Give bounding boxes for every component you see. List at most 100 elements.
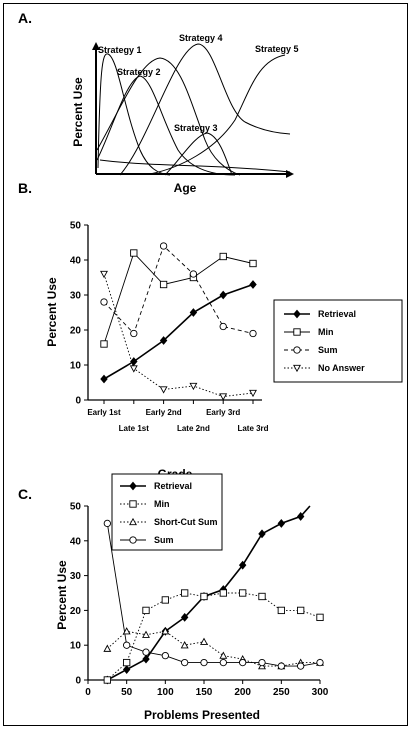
panel-b-point-2-2	[159, 242, 168, 250]
strategy-3-curve	[164, 132, 233, 176]
panel-c-point-1-2	[142, 606, 150, 615]
panel-b-xtick-label-5: Late 3rd	[237, 424, 268, 433]
panel-c-point-3-1	[123, 641, 131, 649]
panel-b-ytick-label-5: 50	[70, 221, 82, 232]
panel-c-point-3-7	[239, 658, 247, 667]
panel-c-point-3-9	[277, 662, 285, 670]
panel-b-legend-marker-2	[293, 346, 301, 354]
panel-c-ytick-label-5: 50	[70, 502, 82, 513]
panel-c-point-1-11	[316, 613, 324, 622]
panel-c-xlabel: Problems Presented	[144, 708, 260, 722]
panel-c-point-1-7	[239, 589, 247, 597]
panel-b-xtick-label-2: Early 2nd	[146, 408, 182, 417]
panel-c-axes: 0 10 20 30 40 50 0 50 100 150 200 250 300	[70, 502, 329, 699]
panel-c-point-2-1	[122, 627, 131, 635]
panel-c-point-2-3	[161, 627, 170, 635]
panel-c-xtick-label-2: 100	[157, 687, 174, 698]
panel-b-point-0-0	[100, 374, 108, 384]
panel-a-x-arrow	[286, 170, 294, 178]
panel-b-point-2-5	[249, 329, 257, 338]
strategy-3-label: Strategy 3	[174, 123, 218, 133]
panel-b-ytick-label-4: 40	[70, 256, 82, 267]
panel-c-point-2-2	[142, 630, 150, 638]
panel-a-y-arrow	[92, 42, 100, 50]
panel-c-ytick-label-1: 10	[70, 641, 82, 652]
panel-b-xtick-label-4: Early 3rd	[206, 408, 240, 417]
panel-a-xlabel: Age	[174, 181, 197, 195]
panel-b-point-3-4	[219, 393, 228, 401]
panel-c-legend-marker-1	[129, 500, 137, 508]
panel-b-point-0-1	[130, 357, 138, 366]
panel-c-ytick-label-4: 40	[70, 536, 82, 547]
panel-c-xtick-label-1: 50	[121, 687, 133, 698]
panel-c-ylabel: Percent Use	[55, 560, 69, 630]
panel-b-point-1-5	[249, 259, 257, 268]
panel-c-point-0-1	[122, 665, 131, 674]
panel-b-legend-marker-3	[293, 364, 301, 373]
panel-b-series-line-0	[103, 283, 254, 380]
panel-c-point-0-2	[142, 654, 150, 664]
panel-b-axes: 0 10 20 30 40 50 Early 1st Late 1st Early 2nd Lat…	[70, 221, 269, 434]
panel-c-point-3-5	[200, 658, 208, 667]
panel-c-point-3-8	[258, 658, 266, 667]
panel-b-point-2-1	[130, 329, 138, 338]
panel-c-ytick-label-2: 20	[70, 606, 82, 617]
panel-b-point-2-3	[189, 270, 198, 278]
strategy-2b-curve	[96, 57, 241, 176]
panel-b-point-0-2	[159, 336, 168, 345]
panel-c-ytick-label-3: 30	[70, 571, 82, 582]
panel-c-point-3-6	[219, 658, 227, 667]
panel-b-point-1-0	[100, 340, 108, 348]
panel-c-legend-marker-0	[129, 481, 137, 491]
panel-b-legend-marker-0	[293, 309, 301, 319]
panel-b-ytick-label-3: 30	[70, 291, 82, 302]
panel-c-point-1-5	[200, 592, 208, 601]
panel-c-xtick-label-6: 300	[312, 687, 329, 698]
strategy-2-label: Strategy 2	[117, 67, 161, 77]
panel-a: A. Percent Use Age Strategy 1 Strategy 2…	[18, 10, 299, 195]
panel-c-point-1-3	[161, 596, 169, 604]
panel-b-xtick-label-1: Late 1st	[119, 424, 150, 433]
strategy-4-label: Strategy 4	[179, 33, 223, 43]
panel-c-point-3-0	[103, 519, 111, 528]
panel-c-point-2-5	[200, 637, 208, 645]
panel-b-point-1-4	[219, 252, 227, 261]
panel-b-ylabel: Percent Use	[45, 277, 59, 347]
panel-b-series-line-3	[103, 273, 254, 397]
panel-b-point-1-1	[130, 249, 138, 257]
panel-b-point-3-3	[189, 382, 198, 391]
panel-c-point-2-4	[180, 641, 189, 649]
panel-c-point-3-10	[297, 662, 305, 670]
panel-c-xtick-label-5: 250	[273, 687, 290, 698]
panel-c-legend-marker-2	[129, 517, 137, 526]
panel-b-legend-label-3: No Answer	[318, 363, 365, 373]
panel-c-legend-label-2: Short-Cut Sum	[154, 517, 218, 527]
panel-c-point-1-0	[103, 676, 111, 684]
panel-c-point-3-2	[142, 648, 150, 656]
panel-c-point-0-4	[180, 612, 189, 622]
panel-c-xtick-label-4: 200	[234, 687, 251, 698]
panel-c-ytick-label-0: 0	[75, 676, 81, 687]
strategy-5-curve	[149, 54, 286, 175]
panel-b-point-2-4	[219, 322, 227, 331]
panel-c-point-3-4	[181, 658, 189, 667]
strategy-1-label: Strategy 1	[98, 45, 142, 55]
panel-c-point-1-1	[123, 658, 131, 667]
strategy-1-tail-curve	[99, 159, 291, 173]
strategy-5-label: Strategy 5	[255, 44, 299, 54]
panel-b-ytick-label-2: 20	[70, 326, 82, 337]
panel-c-series-line-1	[107, 592, 321, 681]
panel-b-point-3-1	[129, 365, 138, 373]
panel-b-series-line-2	[103, 245, 254, 335]
panel-c: C. Percent Use Problems Presented 0 10 20 3…	[18, 473, 329, 722]
panel-c-legend-label-0: Retrieval	[154, 481, 192, 491]
panel-c-point-2-6	[219, 651, 228, 659]
panel-c-series-line-0	[106, 505, 311, 681]
panel-b-point-3-5	[249, 389, 257, 398]
panel-c-label: C.	[18, 486, 32, 502]
panel-c-point-0-8	[258, 529, 266, 539]
panel-b-legend-label-1: Min	[318, 327, 334, 337]
panel-c-xtick-label-3: 150	[196, 687, 213, 698]
